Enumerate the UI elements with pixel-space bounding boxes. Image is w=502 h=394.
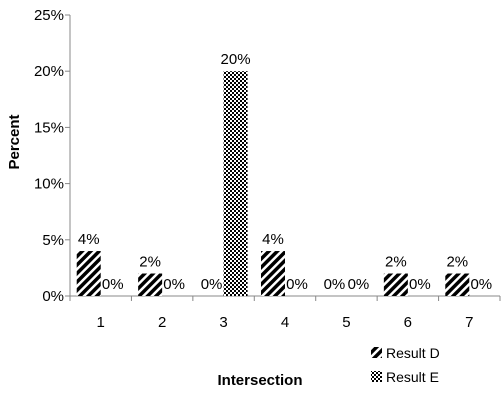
bar-result-d <box>76 251 101 296</box>
legend-label-result-e: Result E <box>386 369 439 385</box>
x-axis-title: Intersection <box>217 372 302 389</box>
data-label-result-d: 2% <box>385 254 407 271</box>
bars-group <box>76 71 470 296</box>
x-tick-label: 2 <box>158 314 166 331</box>
y-tick-label: 0% <box>42 288 64 305</box>
legend: Result D Result E <box>371 345 440 385</box>
data-label-result-d: 4% <box>262 231 284 248</box>
x-tick-label: 7 <box>465 314 473 331</box>
data-label-result-e: 0% <box>470 276 492 293</box>
y-tick-label: 5% <box>42 232 64 249</box>
y-tick-label: 25% <box>34 7 64 24</box>
x-tick-label: 6 <box>404 314 412 331</box>
data-label-result-e: 0% <box>286 276 308 293</box>
bar-result-d <box>261 251 285 296</box>
data-label-result-e: 0% <box>102 276 124 293</box>
data-label-result-e: 0% <box>163 276 185 293</box>
data-labels-group: 4%2%0%4%0%2% 2%0% 0%20%0% 0% 0% 0% <box>78 51 492 293</box>
data-label-result-e: 20% <box>221 51 251 68</box>
data-label-result-d: 2% <box>446 254 468 271</box>
y-tick-label: 15% <box>34 119 64 136</box>
data-label-result-d: 0% <box>324 276 346 293</box>
bar-result-d <box>383 273 408 296</box>
tick-labels-group: 0% 5% 10% 15% 20% 25% 1 2 3 4 5 6 7 <box>34 7 473 331</box>
y-tick-label: 20% <box>34 63 64 80</box>
legend-swatch-result-d <box>371 347 382 358</box>
bar-result-e <box>223 71 248 296</box>
data-label-result-d: 2% <box>139 254 161 271</box>
x-tick-label: 1 <box>97 314 105 331</box>
x-tick-label: 5 <box>342 314 350 331</box>
bar-result-d <box>445 273 470 296</box>
data-label-result-e: 0% <box>409 276 431 293</box>
y-tick-label: 10% <box>34 176 64 193</box>
data-label-result-d: 0% <box>201 276 223 293</box>
x-tick-label: 3 <box>219 314 227 331</box>
x-tick-label: 4 <box>281 314 289 331</box>
bar-result-d <box>138 273 163 296</box>
data-label-result-d: 4% <box>78 231 100 248</box>
legend-label-result-d: Result D <box>386 345 440 361</box>
data-label-result-e: 0% <box>348 276 370 293</box>
legend-swatch-result-e <box>371 371 382 382</box>
y-axis-title: Percent <box>6 114 23 169</box>
